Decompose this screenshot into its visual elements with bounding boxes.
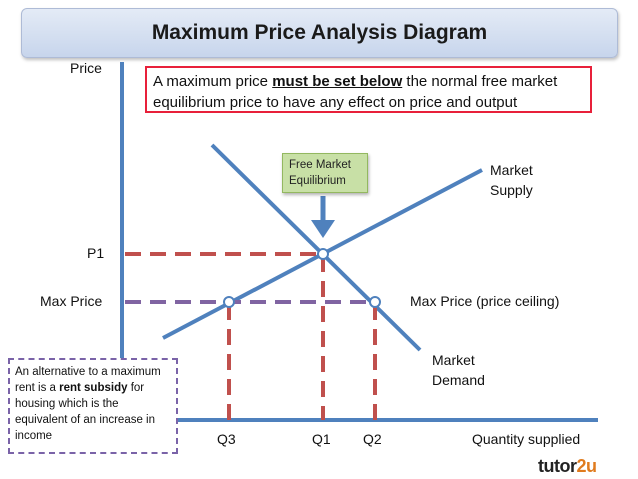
demand-curve — [210, 143, 422, 352]
q3-point — [223, 296, 235, 308]
supply-label: Market Supply — [490, 160, 533, 200]
demand-label-2: Demand — [432, 372, 485, 388]
p1-label: P1 — [87, 245, 105, 261]
x-axis-label: Quantity supplied — [472, 431, 581, 447]
alt-text-1: An alternative to a maximum rent is a — [15, 366, 161, 394]
equilibrium-arrow-head — [311, 220, 335, 238]
supply-label-2: Supply — [490, 182, 533, 198]
rent-subsidy-note: An alternative to a maximum rent is a re… — [8, 358, 178, 454]
equilibrium-point — [317, 248, 329, 260]
tutor2u-logo: tutor2u — [538, 456, 597, 477]
logo-text-2: 2u — [576, 456, 597, 476]
note-emphasis: must be set below — [272, 73, 403, 90]
supply-label-1: Market — [490, 162, 533, 178]
fme-line-2: Equilibrium — [289, 175, 346, 187]
explanation-note: A maximum price must be set below the no… — [145, 66, 592, 113]
q1-label: Q1 — [312, 431, 331, 447]
alt-text-2: for housing which is the equivalent of a… — [15, 382, 156, 442]
note-text-1: A maximum price — [153, 73, 273, 90]
logo-text-1: tutor — [538, 456, 577, 476]
alt-emphasis: rent subsidy — [59, 382, 128, 394]
y-axis-label: Price — [70, 60, 102, 76]
title-banner: Maximum Price Analysis Diagram — [21, 8, 618, 58]
q3-label: Q3 — [217, 431, 236, 447]
free-market-equilibrium-box: Free Market Equilibrium — [282, 153, 368, 193]
diagram-title: Maximum Price Analysis Diagram — [151, 21, 488, 44]
max-price-ceiling-label: Max Price (price ceiling) — [410, 293, 560, 309]
q2-label: Q2 — [363, 431, 382, 447]
demand-label-1: Market — [432, 352, 475, 368]
fme-line-1: Free Market — [289, 159, 351, 171]
max-price-label: Max Price — [40, 293, 103, 309]
demand-label: Market Demand — [432, 350, 485, 390]
note-text-2: the normal free market equilibrium price… — [153, 73, 558, 111]
q2-point — [369, 296, 381, 308]
